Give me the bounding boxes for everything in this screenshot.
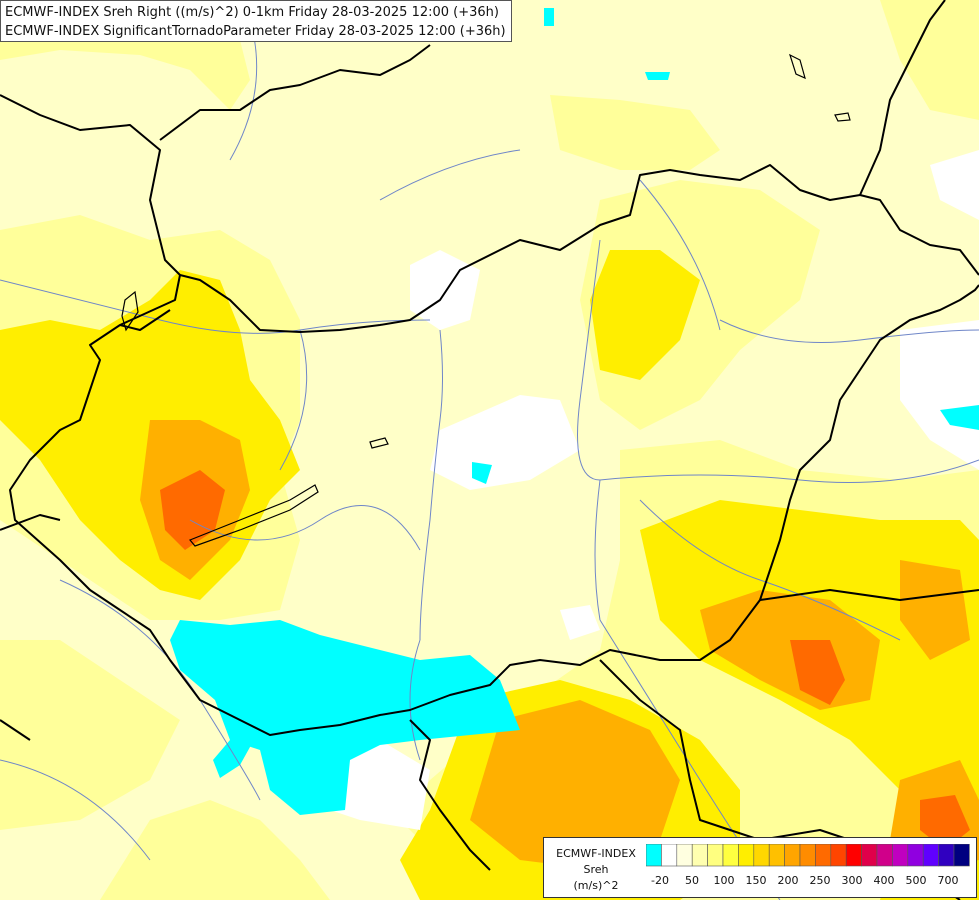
legend-tick-label: 250 [809, 874, 831, 887]
legend-tick-label: 500 [905, 874, 927, 887]
legend-swatch [876, 844, 893, 867]
legend-title-model: ECMWF-INDEX [556, 847, 636, 860]
legend-tick-label: -20 [651, 874, 669, 887]
legend-swatch [799, 844, 816, 867]
legend-swatch [892, 844, 909, 867]
legend-swatch [922, 844, 939, 867]
legend-tick-label: 50 [685, 874, 699, 887]
legend-swatch [953, 844, 970, 867]
legend-color-bar [646, 844, 970, 867]
map-title-box: ECMWF-INDEX Sreh Right ((m/s)^2) 0-1km F… [0, 0, 512, 42]
legend-ticks: -20 50 100 150 200 250 300 400 500 700 [646, 874, 976, 890]
legend-swatch [661, 844, 678, 867]
legend-swatch [845, 844, 862, 867]
legend-tick-label: 200 [777, 874, 799, 887]
legend-title: ECMWF-INDEX Sreh (m/s)^2 [548, 846, 644, 894]
lakes [121, 53, 851, 547]
legend-swatch [753, 844, 770, 867]
legend-tick-label: 700 [937, 874, 959, 887]
legend-swatch [722, 844, 739, 867]
map-title-sreh: ECMWF-INDEX Sreh Right ((m/s)^2) 0-1km F… [5, 5, 499, 20]
sreh-field-negative [170, 72, 979, 815]
legend-swatch [691, 844, 708, 867]
legend-tick-label: 100 [713, 874, 735, 887]
legend-swatch [830, 844, 847, 867]
sreh-field-250 [160, 470, 970, 850]
legend-swatch [676, 844, 693, 867]
map-speck [544, 8, 554, 26]
legend-tick-label: 150 [745, 874, 767, 887]
legend-swatch [707, 844, 724, 867]
legend-swatch [938, 844, 955, 867]
map-title-stp: ECMWF-INDEX SignificantTornadoParameter … [5, 24, 506, 39]
legend-tick-label: 400 [873, 874, 895, 887]
legend-swatch [768, 844, 785, 867]
legend-swatch [861, 844, 878, 867]
color-legend: ECMWF-INDEX Sreh (m/s)^2 -20 50 100 150 200 2… [543, 837, 977, 898]
legend-swatch [907, 844, 924, 867]
legend-swatch [646, 844, 662, 867]
legend-tick-label: 300 [841, 874, 863, 887]
legend-swatch [815, 844, 832, 867]
legend-swatch [738, 844, 755, 867]
legend-swatch [784, 844, 801, 867]
legend-title-param: Sreh [583, 863, 609, 876]
legend-unit: (m/s)^2 [573, 879, 619, 892]
